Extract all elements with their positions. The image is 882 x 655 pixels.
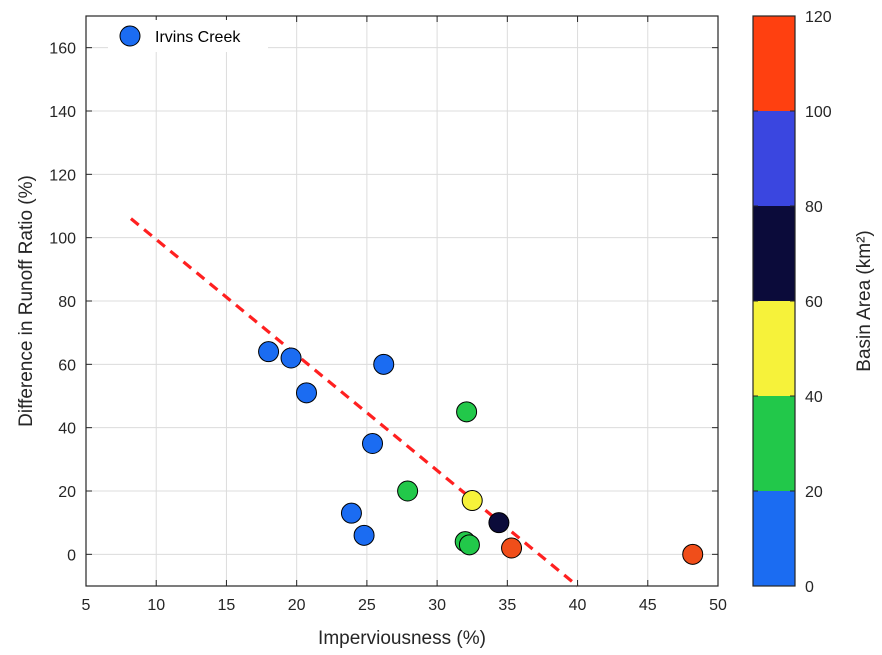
y-tick-label: 120 bbox=[49, 167, 76, 184]
legend-marker bbox=[119, 25, 141, 47]
data-point bbox=[353, 524, 375, 546]
data-point bbox=[682, 543, 704, 565]
legend: Irvins Creek bbox=[108, 20, 268, 52]
colorbar-tick-label: 120 bbox=[805, 9, 832, 26]
data-point bbox=[461, 490, 483, 511]
data-point bbox=[458, 534, 480, 556]
colorbar-tick-label: 100 bbox=[805, 104, 832, 121]
data-point bbox=[456, 401, 478, 423]
x-tick-label: 20 bbox=[288, 597, 306, 614]
colorbar-tick-label: 80 bbox=[805, 199, 823, 216]
data-point bbox=[362, 433, 384, 454]
y-tick-label: 160 bbox=[49, 41, 76, 58]
data-point bbox=[280, 347, 302, 369]
colorbar-title: Basin Area (km²) bbox=[854, 230, 875, 371]
colorbar-band bbox=[753, 206, 795, 301]
x-tick-label: 5 bbox=[82, 597, 91, 614]
data-point bbox=[488, 512, 510, 534]
y-tick-label: 140 bbox=[49, 104, 76, 121]
grid-lines bbox=[86, 16, 718, 586]
colorbar-bands bbox=[753, 16, 795, 586]
colorbar-ticks: 0 20 40 60 80 100 120 bbox=[753, 9, 832, 596]
x-tick-label: 40 bbox=[569, 597, 587, 614]
x-axis-ticks: 5 10 15 20 25 30 35 40 45 50 bbox=[82, 16, 727, 614]
x-tick-label: 50 bbox=[709, 597, 727, 614]
colorbar-band bbox=[753, 301, 795, 396]
data-point bbox=[340, 502, 362, 524]
data-point bbox=[373, 353, 395, 375]
colorbar-band bbox=[753, 16, 795, 111]
y-axis-ticks: 0 20 40 60 80 100 120 140 160 bbox=[49, 41, 718, 564]
colorbar-tick-label: 0 bbox=[805, 579, 814, 596]
y-tick-label: 20 bbox=[58, 484, 76, 501]
data-points bbox=[258, 341, 704, 565]
trendline bbox=[129, 217, 579, 588]
x-tick-label: 10 bbox=[147, 597, 165, 614]
x-axis-title: Imperviousness (%) bbox=[318, 628, 486, 649]
data-point bbox=[295, 382, 317, 404]
x-tick-label: 45 bbox=[639, 597, 657, 614]
colorbar-band bbox=[753, 491, 795, 586]
colorbar-band bbox=[753, 111, 795, 206]
x-tick-label: 15 bbox=[218, 597, 236, 614]
y-tick-label: 80 bbox=[58, 294, 76, 311]
y-tick-label: 40 bbox=[58, 421, 76, 438]
trendline-group bbox=[129, 217, 579, 588]
x-tick-label: 30 bbox=[428, 597, 446, 614]
data-point bbox=[258, 341, 280, 363]
x-tick-label: 25 bbox=[358, 597, 376, 614]
y-axis-title: Difference in Runoff Ratio (%) bbox=[16, 175, 37, 427]
legend-label: Irvins Creek bbox=[155, 29, 241, 46]
y-tick-label: 60 bbox=[58, 357, 76, 374]
x-tick-label: 35 bbox=[498, 597, 516, 614]
colorbar-tick-label: 40 bbox=[805, 389, 823, 406]
data-point bbox=[501, 537, 523, 559]
y-tick-label: 0 bbox=[67, 547, 76, 564]
colorbar-tick-label: 60 bbox=[805, 294, 823, 311]
colorbar-tick-label: 20 bbox=[805, 484, 823, 501]
colorbar-band bbox=[753, 396, 795, 491]
y-tick-label: 100 bbox=[49, 231, 76, 248]
colorbar: 0 20 40 60 80 100 120 Basin Area (km²) bbox=[752, 9, 875, 596]
data-point bbox=[397, 480, 419, 502]
